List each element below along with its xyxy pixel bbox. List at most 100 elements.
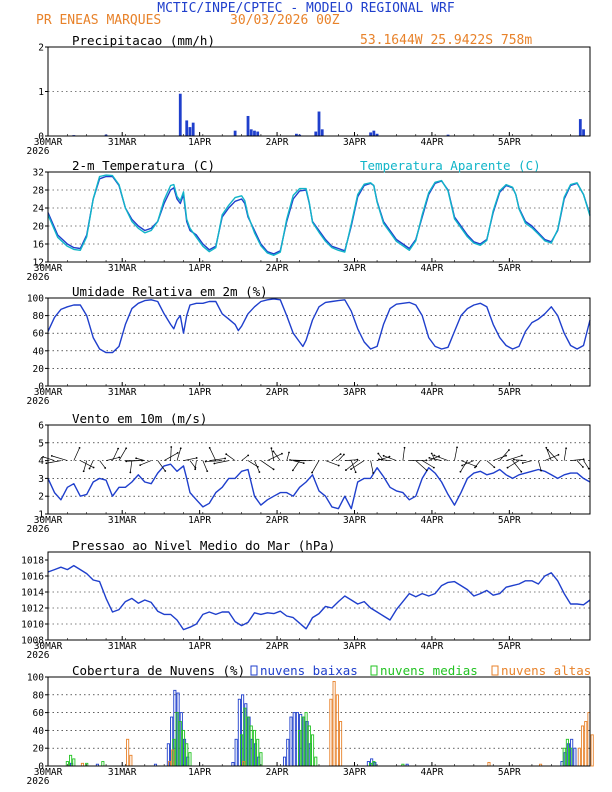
x-tick-label: 2APR — [266, 387, 289, 398]
wind-arrow — [292, 460, 300, 471]
wind-arrow-head — [176, 451, 179, 454]
x-tick-label: 5APR — [498, 767, 521, 778]
wind-arrow — [461, 460, 474, 466]
precip-bar — [372, 130, 376, 136]
precip-bar — [369, 132, 373, 136]
wind-arrow-head — [50, 454, 53, 457]
cloud-bar — [292, 712, 296, 767]
cloud-bar — [231, 761, 235, 767]
wind-arrow-head — [433, 454, 436, 457]
y-tick-label: 60 — [33, 708, 45, 719]
y-tick-label: 1018 — [21, 556, 44, 567]
cloud-bar — [584, 721, 588, 767]
wind-arrow — [499, 449, 510, 461]
cloud-bar — [329, 698, 333, 767]
wind-arrow — [241, 455, 249, 461]
wind-arrow — [126, 460, 139, 462]
precip-bar — [295, 133, 298, 136]
wind-arrow — [209, 458, 226, 461]
wind-arrow — [370, 460, 374, 474]
wind-arrow — [170, 447, 172, 461]
wind-arrow — [563, 448, 567, 461]
wind-arrow-head — [225, 453, 228, 456]
wind-arrow-head — [294, 459, 297, 462]
y-tick-label: 40 — [33, 726, 45, 737]
wind-arrow-head — [474, 466, 476, 469]
wind-arrow — [544, 454, 559, 461]
wind-panel: 1 2 3 4 5 6 30MAR 31MAR 1APR 2APR 3APR 4APR 5APR 2026… — [27, 411, 591, 535]
wind-arrow — [383, 455, 397, 461]
wind-arrow-head — [213, 462, 216, 465]
precip-bar — [191, 122, 195, 136]
wind-arrow — [422, 460, 435, 468]
y-tick-label: 100 — [27, 673, 44, 684]
wind-arrow-head — [164, 470, 167, 472]
wind-arrow-head — [425, 469, 428, 472]
precip-bar — [178, 93, 182, 136]
precip-bar — [104, 134, 108, 136]
wind-arrow-head — [372, 472, 375, 474]
x-tick-label: 31MAR — [108, 641, 137, 652]
wind-arrow-head — [45, 462, 48, 465]
x-tick-label: 1APR — [188, 387, 211, 398]
x-tick-label: 5APR — [498, 515, 521, 526]
wind-arrow-head — [311, 471, 313, 474]
wind-arrow — [80, 460, 94, 468]
precip-panel: 0 1 2 30MAR 31MAR 1APR 2APR 3APR 4APR 5APR 2026 Pr… — [27, 33, 591, 157]
x-tick-label: 30MAR — [34, 641, 63, 652]
x-tick-label: 5APR — [498, 387, 521, 398]
cloud-bar — [310, 734, 315, 767]
wind-arrow-head — [388, 455, 391, 458]
pressure-panel: 1008 1010 1012 1014 1016 1018 30MAR 31MAR 1APR 2A… — [21, 538, 591, 661]
wind-arrow-head — [587, 467, 590, 470]
cloud-bar — [289, 716, 293, 767]
wind-arrow-head — [582, 466, 584, 468]
x-tick-label: 31MAR — [108, 767, 137, 778]
wind-arrow — [429, 457, 442, 461]
wind-arrow — [89, 460, 94, 469]
x-tick-label: 1APR — [188, 641, 211, 652]
precip-bar — [314, 131, 318, 136]
wind-arrow — [460, 460, 468, 472]
wind-arrow — [547, 449, 558, 461]
wind-arrow-head — [493, 466, 496, 469]
legend-swatch-medium — [370, 665, 378, 676]
wind-arrow-head — [194, 468, 197, 471]
wind-arrow — [512, 460, 522, 472]
y-tick-label: 28 — [33, 186, 45, 197]
wind-arrow — [46, 460, 61, 464]
wind-arrow — [345, 460, 358, 471]
wind-arrow-head — [565, 447, 568, 450]
wind-arrow-head — [289, 459, 291, 461]
wind-arrow-head — [104, 467, 107, 469]
cloud-bar — [580, 725, 585, 767]
wind-arrow — [73, 447, 80, 461]
wind-arrow-head — [117, 447, 120, 450]
precip-bar — [233, 130, 237, 136]
wind-arrow — [214, 460, 229, 464]
cloud-bar — [487, 761, 491, 767]
y-tick-label: 4 — [38, 456, 44, 467]
x-tick-label: 1APR — [188, 767, 211, 778]
wind-arrow-head — [540, 469, 543, 472]
wind-arrow-head — [206, 470, 209, 473]
y-tick-label: 20 — [33, 222, 45, 233]
precip-bar — [246, 115, 250, 136]
wind-arrow — [350, 460, 356, 473]
wind-arrow-head — [170, 446, 173, 448]
x-year-label: 2026 — [27, 396, 50, 407]
clouds-legend-low: nuvens baixas — [260, 663, 358, 678]
wind-arrow-head — [506, 466, 509, 469]
cloud-bar — [332, 681, 336, 767]
y-tick-label: 1012 — [21, 604, 44, 615]
wind-arrow — [157, 460, 166, 472]
x-tick-label: 31MAR — [108, 387, 137, 398]
y-tick-label: 80 — [33, 690, 45, 701]
precip-bar — [578, 119, 582, 136]
y-tick-label: 24 — [33, 204, 45, 215]
x-tick-label: 3APR — [343, 641, 366, 652]
wind-arrow-head — [337, 464, 340, 467]
wind-arrow — [260, 460, 274, 470]
x-tick-label: 2APR — [266, 515, 289, 526]
cloud-bar — [259, 752, 263, 767]
